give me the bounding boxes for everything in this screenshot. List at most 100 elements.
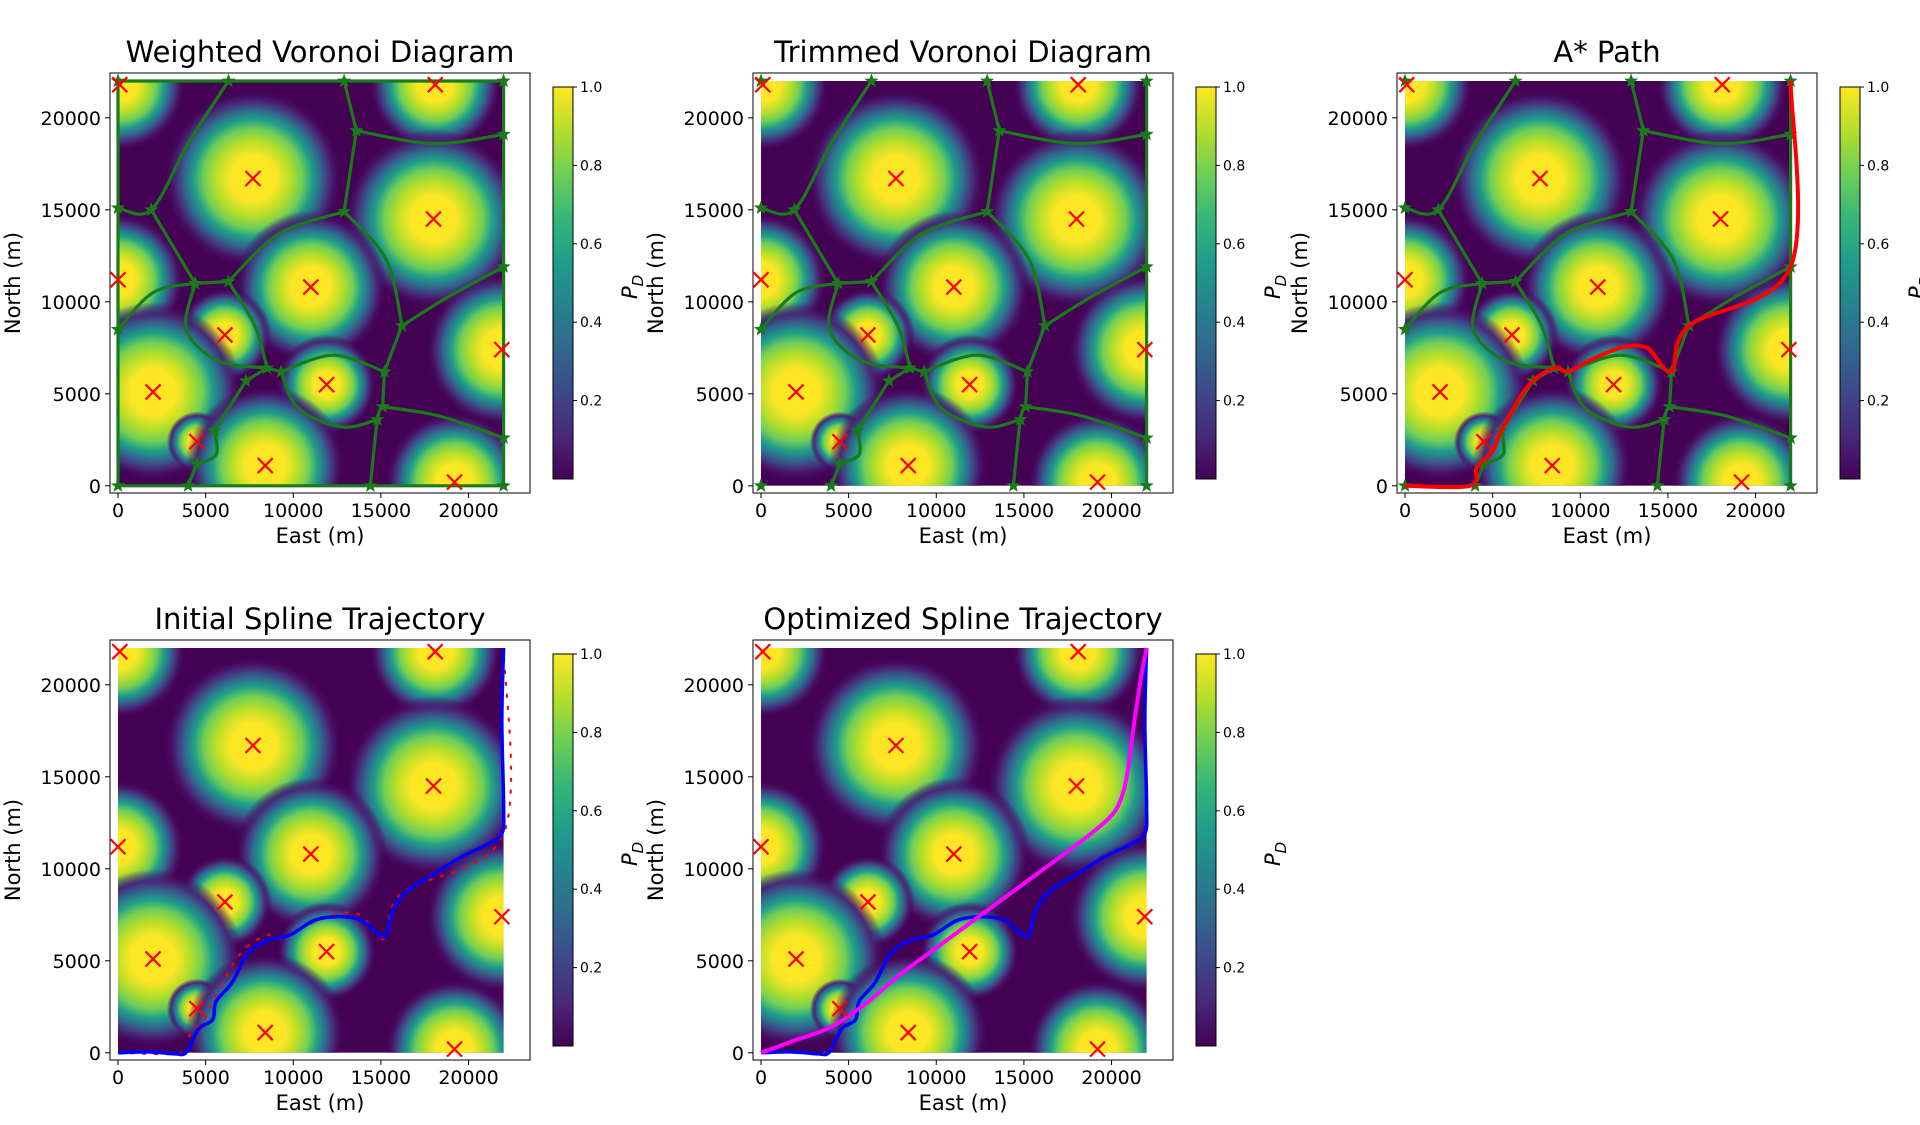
voronoi-vertex xyxy=(980,73,995,88)
target-marker xyxy=(1713,76,1731,93)
target-marker xyxy=(899,1024,917,1041)
voronoi-vertex xyxy=(375,399,390,413)
target-marker xyxy=(1431,383,1449,401)
voronoi-vertex xyxy=(181,478,196,492)
voronoi-vertex xyxy=(1020,364,1035,378)
y-axis-label: North (m) xyxy=(644,232,668,334)
target-marker xyxy=(961,376,978,393)
voronoi-vertex xyxy=(753,321,769,336)
voronoi-vertex xyxy=(1636,123,1651,137)
chart-title: Weighted Voronoi Diagram xyxy=(126,35,515,69)
colorbar-tick-label: 0.4 xyxy=(1867,315,1889,331)
overlay xyxy=(109,643,513,1058)
voronoi-vertex xyxy=(144,202,159,216)
optimized-spline-path xyxy=(760,647,1149,1055)
voronoi-edge xyxy=(382,405,505,440)
colorbar-tick-label: 0.2 xyxy=(580,961,602,977)
heatmap xyxy=(761,81,1147,486)
voronoi-edge xyxy=(356,129,504,146)
x-tick-label: 10000 xyxy=(263,1067,323,1089)
voronoi-vertex xyxy=(1624,73,1639,88)
detection-blob xyxy=(1011,81,1145,152)
target-marker xyxy=(899,457,917,474)
colorbar-tick-label: 0.8 xyxy=(1867,158,1889,174)
voronoi-vertex xyxy=(1397,200,1413,214)
voronoi-edge xyxy=(1470,283,1555,370)
y-tick-label: 10000 xyxy=(41,292,101,314)
target-marker xyxy=(302,845,320,863)
detection-blob xyxy=(185,952,346,1053)
voronoi-vertex xyxy=(110,73,126,88)
heatmap xyxy=(761,648,1147,1053)
voronoi-edge xyxy=(279,371,378,429)
voronoi-vertex xyxy=(496,478,511,492)
y-tick-label: 20000 xyxy=(41,675,101,697)
voronoi-vertex xyxy=(832,456,847,470)
detection-blob xyxy=(761,648,830,719)
voronoi-vertex xyxy=(496,73,511,88)
x-tick-label: 10000 xyxy=(263,500,323,522)
voronoi-vertex xyxy=(110,478,126,492)
colorbar: 0.2 0.4 0.6 0.8 1.0 PD xyxy=(1195,647,1290,1047)
voronoi-vertex xyxy=(337,204,352,218)
colorbar-label: PD xyxy=(1905,275,1920,299)
voronoi-edge xyxy=(117,80,230,216)
detection-blob xyxy=(425,840,504,994)
colorbar-tick-label: 1.0 xyxy=(580,647,602,663)
voronoi-vertex xyxy=(1139,478,1154,492)
x-tick-label: 15000 xyxy=(994,500,1054,522)
overlay xyxy=(1396,73,1801,492)
voronoi-vertex xyxy=(110,321,126,336)
x-tick-label: 20000 xyxy=(438,500,498,522)
colorbar-tick-label: 0.4 xyxy=(580,882,602,898)
target-marker xyxy=(493,341,511,358)
target-marker xyxy=(787,383,805,401)
y-tick-label: 15000 xyxy=(1328,200,1388,222)
target-marker xyxy=(425,210,442,228)
target-markers xyxy=(109,643,511,1058)
colorbar-tick-label: 0.2 xyxy=(580,394,602,410)
target-marker xyxy=(887,737,905,754)
target-marker xyxy=(1398,76,1416,93)
colorbar-tick-label: 0.6 xyxy=(580,804,602,820)
voronoi-vertex xyxy=(337,73,352,88)
target-marker xyxy=(318,943,335,960)
chart-title: Trimmed Voronoi Diagram xyxy=(773,35,1152,69)
colorbar-tick-label: 0.6 xyxy=(1867,237,1889,253)
voronoi-vertex xyxy=(1508,274,1523,288)
target-marker xyxy=(859,893,877,911)
initial-spline-path xyxy=(760,647,1149,1057)
detection-blob xyxy=(368,81,502,152)
target-marker xyxy=(1733,473,1750,491)
target-marker xyxy=(1712,210,1729,228)
x-axis-label: East (m) xyxy=(919,524,1008,548)
target-marker xyxy=(111,76,129,93)
target-marker xyxy=(831,433,849,450)
detection-blob xyxy=(1011,648,1145,719)
voronoi-vertex xyxy=(259,360,275,375)
target-marker xyxy=(1543,457,1561,474)
colorbar-tick-label: 0.8 xyxy=(1223,725,1245,741)
colorbar: 0.2 0.4 0.6 0.8 1.0 PD xyxy=(552,80,647,480)
target-marker xyxy=(1531,170,1549,187)
colorbar-gradient xyxy=(552,86,574,480)
voronoi-vertex xyxy=(1139,259,1154,273)
target-marker xyxy=(446,1040,463,1058)
voronoi-edge xyxy=(1514,210,1632,283)
target-marker xyxy=(754,76,772,93)
target-marker xyxy=(188,433,206,450)
voronoi-edge xyxy=(826,283,911,370)
colorbar-gradient xyxy=(552,653,574,1047)
voronoi-edge xyxy=(870,280,912,369)
target-marker xyxy=(1068,210,1085,228)
x-tick-label: 5000 xyxy=(824,500,872,522)
voronoi-vertex xyxy=(1783,478,1798,492)
x-tick-label: 20000 xyxy=(1081,1067,1141,1089)
x-tick-label: 5000 xyxy=(181,500,229,522)
voronoi-edge xyxy=(1025,405,1148,440)
target-marker xyxy=(318,376,335,393)
voronoi-vertex xyxy=(992,123,1007,137)
x-tick-label: 20000 xyxy=(1081,500,1141,522)
colorbar-tick-label: 1.0 xyxy=(1867,80,1889,96)
voronoi-edge xyxy=(985,210,1047,327)
